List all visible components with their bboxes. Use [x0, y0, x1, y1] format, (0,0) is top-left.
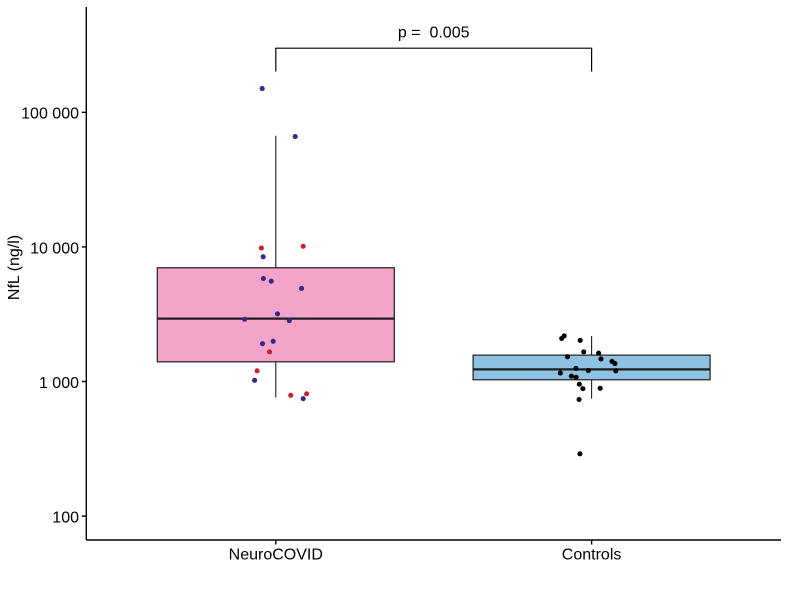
x-tick-label-neurocovid: NeuroCOVID [229, 547, 323, 564]
y-tick-label: 100 000 [21, 106, 79, 123]
jitter-point-controls [559, 335, 565, 341]
jitter-point-controls [573, 365, 579, 372]
y-tick-label: 100 [52, 510, 79, 527]
jitter-point-neurocovid [304, 391, 310, 397]
jitter-point-controls [577, 451, 583, 457]
jitter-point-neurocovid [270, 338, 276, 344]
jitter-point-neurocovid [254, 368, 260, 374]
jitter-point-neurocovid [274, 311, 281, 317]
jitter-point-controls [597, 385, 603, 391]
y-tick-label: 10 000 [30, 240, 79, 257]
jitter-point-controls [568, 373, 574, 379]
jitter-point-neurocovid [259, 86, 265, 92]
x-tick-label-controls: Controls [562, 547, 622, 564]
jitter-point-neurocovid [259, 341, 266, 347]
jitter-point-neurocovid [300, 396, 306, 402]
box-controls [472, 354, 711, 381]
y-tick-label: 1 000 [39, 375, 79, 392]
jitter-point-controls [577, 337, 583, 343]
jitter-point-neurocovid [286, 318, 292, 324]
jitter-point-controls [585, 368, 591, 374]
jitter-point-neurocovid [260, 254, 266, 260]
jitter-point-controls [612, 360, 618, 367]
jitter-point-controls [613, 368, 619, 374]
p-value-label: p = 0.005 [398, 25, 470, 42]
jitter-point-neurocovid [242, 316, 248, 322]
jitter-point-controls [598, 356, 604, 362]
jitter-point-controls [557, 370, 563, 376]
jitter-point-controls [596, 350, 602, 356]
jitter-point-neurocovid [292, 134, 298, 140]
jitter-point-neurocovid [260, 275, 266, 282]
jitter-point-controls [576, 396, 582, 403]
y-axis-title: NfL (ng/l) [6, 235, 23, 300]
jitter-point-controls [580, 386, 586, 392]
jitter-point-neurocovid [288, 392, 294, 398]
jitter-point-controls [573, 374, 579, 380]
jitter-point-neurocovid [266, 349, 273, 355]
jitter-point-neurocovid [268, 278, 274, 284]
jitter-point-controls [576, 381, 582, 387]
jitter-point-controls [581, 349, 587, 355]
jitter-point-controls [564, 354, 571, 360]
jitter-point-neurocovid [298, 285, 305, 292]
jitter-point-neurocovid [300, 243, 306, 249]
jitter-point-neurocovid [258, 245, 264, 251]
jitter-point-neurocovid [252, 377, 258, 383]
